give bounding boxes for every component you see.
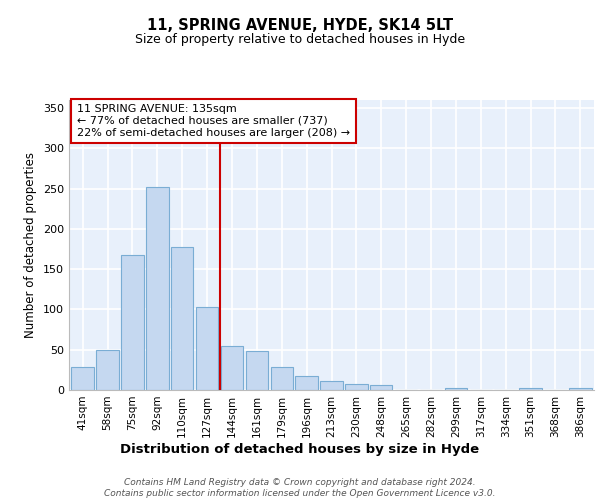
Y-axis label: Number of detached properties: Number of detached properties	[25, 152, 37, 338]
Bar	[121, 254, 143, 390]
Bar	[245, 352, 268, 390]
Bar	[196, 307, 218, 390]
Bar	[97, 350, 119, 390]
Bar	[71, 366, 94, 390]
Bar	[345, 384, 368, 390]
Bar	[370, 385, 392, 390]
Bar	[146, 187, 169, 390]
Bar	[320, 381, 343, 390]
Bar	[295, 376, 318, 390]
Bar	[221, 346, 243, 390]
Text: 11, SPRING AVENUE, HYDE, SK14 5LT: 11, SPRING AVENUE, HYDE, SK14 5LT	[147, 18, 453, 32]
Bar	[520, 388, 542, 390]
Text: Distribution of detached houses by size in Hyde: Distribution of detached houses by size …	[121, 442, 479, 456]
Text: Size of property relative to detached houses in Hyde: Size of property relative to detached ho…	[135, 32, 465, 46]
Bar	[445, 388, 467, 390]
Bar	[569, 388, 592, 390]
Text: 11 SPRING AVENUE: 135sqm
← 77% of detached houses are smaller (737)
22% of semi-: 11 SPRING AVENUE: 135sqm ← 77% of detach…	[77, 104, 350, 138]
Bar	[171, 246, 193, 390]
Bar	[271, 366, 293, 390]
Text: Contains HM Land Registry data © Crown copyright and database right 2024.
Contai: Contains HM Land Registry data © Crown c…	[104, 478, 496, 498]
